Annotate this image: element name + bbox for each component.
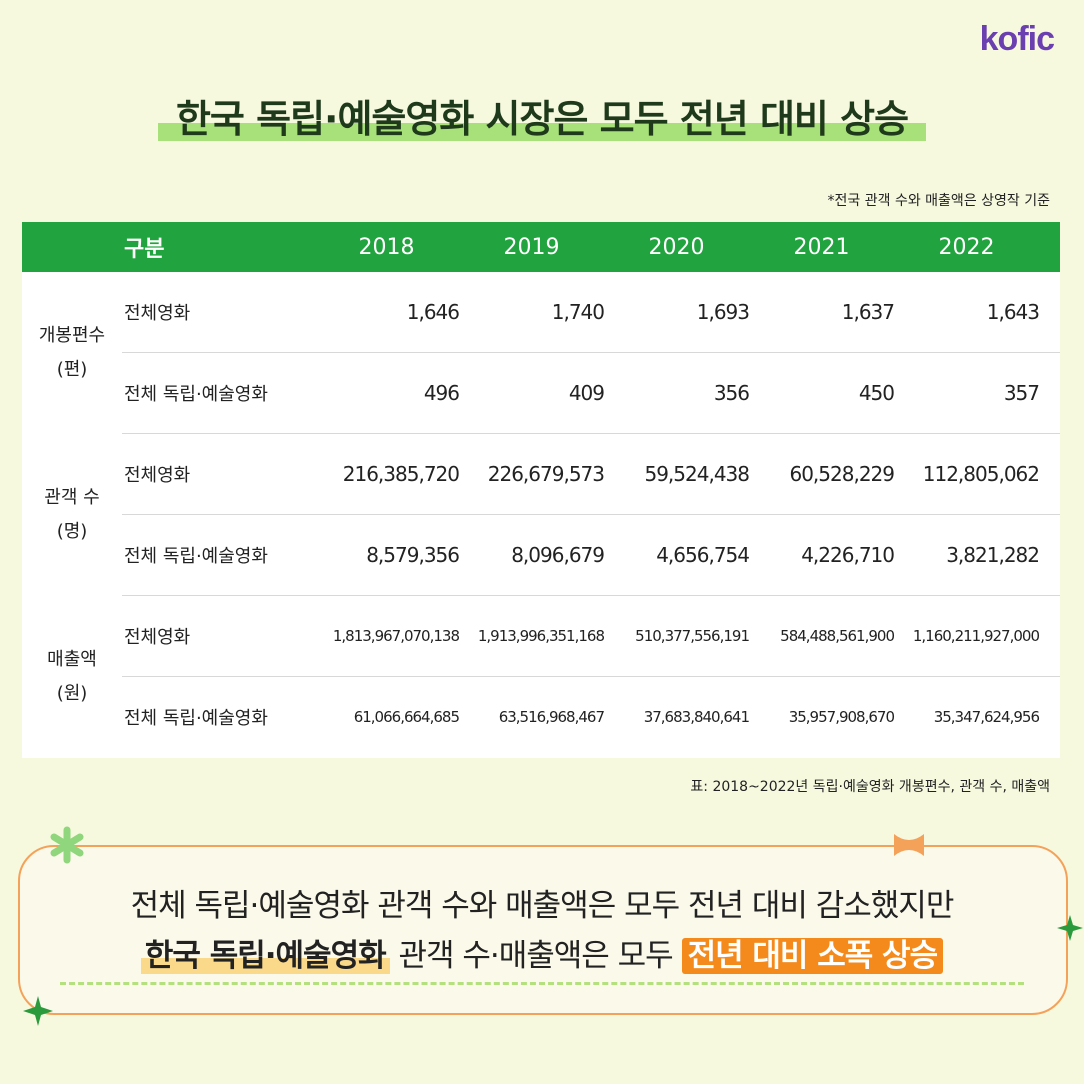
header-year: 2020 <box>648 234 705 260</box>
table-caption: 표: 2018~2022년 독립·예술영화 개봉편수, 관객 수, 매출액 <box>690 779 1050 795</box>
table-cell: 1,740 <box>551 300 605 324</box>
table-cell: 510,377,556,191 <box>635 627 750 645</box>
table-cell: 3,821,282 <box>946 543 1040 567</box>
bowtie-icon <box>894 834 924 856</box>
table-row: 전체영화 1,646 1,740 1,693 1,637 1,643 <box>122 272 1060 353</box>
group-label: 개봉편수 (편) <box>38 325 106 380</box>
sparkle-icon <box>23 996 53 1026</box>
table-cell: 409 <box>568 381 605 405</box>
row-label: 전체 독립·예술영화 <box>124 708 268 729</box>
table-row: 전체 독립·예술영화 496 409 356 450 357 <box>122 353 1060 434</box>
row-label: 전체영화 <box>124 303 191 324</box>
title-wrap: 한국 독립·예술영화 시장은 모두 전년 대비 상승 <box>0 88 1084 143</box>
table-group-revenue: 매출액 (원) 전체영화 1,813,967,070,138 1,913,996… <box>22 596 1060 757</box>
table-cell: 450 <box>858 381 895 405</box>
table-cell: 357 <box>1003 381 1040 405</box>
asterisk-icon <box>50 826 84 864</box>
table-cell: 356 <box>713 381 750 405</box>
table-cell: 35,957,908,670 <box>788 708 895 726</box>
table-cell: 112,805,062 <box>922 462 1040 486</box>
emphasis-text: 전년 대비 소폭 상승 <box>681 938 944 974</box>
table-cell: 1,637 <box>841 300 895 324</box>
table-cell: 8,096,679 <box>511 543 605 567</box>
summary-line-2: 한국 독립·예술영화 관객 수·매출액은 모두 전년 대비 소폭 상승 <box>0 930 1084 975</box>
table-cell: 60,528,229 <box>789 462 895 486</box>
table-cell: 584,488,561,900 <box>780 627 895 645</box>
table-cell: 496 <box>423 381 460 405</box>
page-title: 한국 독립·예술영화 시장은 모두 전년 대비 상승 <box>157 88 927 143</box>
table-cell: 35,347,624,956 <box>933 708 1040 726</box>
table-cell: 1,693 <box>696 300 750 324</box>
table-cell: 1,160,211,927,000 <box>912 627 1040 645</box>
sparkle-icon <box>1057 915 1083 941</box>
table-group-audience: 관객 수 (명) 전체영화 216,385,720 226,679,573 59… <box>22 434 1060 596</box>
table-cell: 1,643 <box>986 300 1040 324</box>
table-cell: 1,646 <box>406 300 460 324</box>
table-cell: 1,813,967,070,138 <box>332 627 460 645</box>
page-title-text: 한국 독립·예술영화 시장은 모두 전년 대비 상승 <box>175 97 909 141</box>
summary-line-1: 전체 독립·예술영화 관객 수와 매출액은 모두 전년 대비 감소했지만 <box>130 888 955 924</box>
header-year: 2022 <box>938 234 995 260</box>
row-label: 전체영화 <box>124 627 191 648</box>
table-cell: 216,385,720 <box>342 462 460 486</box>
header-category: 구분 <box>124 237 165 262</box>
stats-table: 구분 2018 2019 2020 2021 2022 개봉편수 (편) 전체영… <box>22 222 1060 758</box>
table-row: 전체영화 1,813,967,070,138 1,913,996,351,168… <box>122 596 1060 677</box>
table-cell: 4,656,754 <box>656 543 750 567</box>
row-label: 전체영화 <box>124 465 191 486</box>
group-label: 매출액 (원) <box>47 648 97 704</box>
group-label: 관객 수 (명) <box>44 487 100 542</box>
row-label: 전체 독립·예술영화 <box>124 546 268 567</box>
table-row: 전체 독립·예술영화 8,579,356 8,096,679 4,656,754… <box>122 515 1060 596</box>
source-note: *전국 관객 수와 매출액은 상영작 기준 <box>827 193 1050 209</box>
table-cell: 226,679,573 <box>487 462 605 486</box>
dashed-divider <box>60 982 1024 985</box>
table-group-releases: 개봉편수 (편) 전체영화 1,646 1,740 1,693 1,637 1,… <box>22 272 1060 434</box>
table-cell: 8,579,356 <box>366 543 460 567</box>
table-cell: 4,226,710 <box>801 543 895 567</box>
highlight-text: 한국 독립·예술영화 <box>140 938 390 974</box>
table-cell: 59,524,438 <box>644 462 750 486</box>
header-year: 2021 <box>793 234 850 260</box>
table-row: 전체 독립·예술영화 61,066,664,685 63,516,968,467… <box>122 677 1060 757</box>
table-body: 개봉편수 (편) 전체영화 1,646 1,740 1,693 1,637 1,… <box>22 272 1060 757</box>
header-year: 2019 <box>503 234 560 260</box>
table-cell: 1,913,996,351,168 <box>477 627 605 645</box>
kofic-logo: kofic <box>979 20 1055 58</box>
table-cell: 61,066,664,685 <box>353 708 460 726</box>
table-row: 전체영화 216,385,720 226,679,573 59,524,438 … <box>122 434 1060 515</box>
table-cell: 63,516,968,467 <box>498 708 605 726</box>
row-label: 전체 독립·예술영화 <box>124 384 268 405</box>
header-year: 2018 <box>358 234 415 260</box>
table-cell: 37,683,840,641 <box>643 708 750 726</box>
summary-middle-text: 관객 수·매출액은 모두 <box>389 938 682 974</box>
table-header: 구분 2018 2019 2020 2021 2022 <box>22 222 1060 272</box>
